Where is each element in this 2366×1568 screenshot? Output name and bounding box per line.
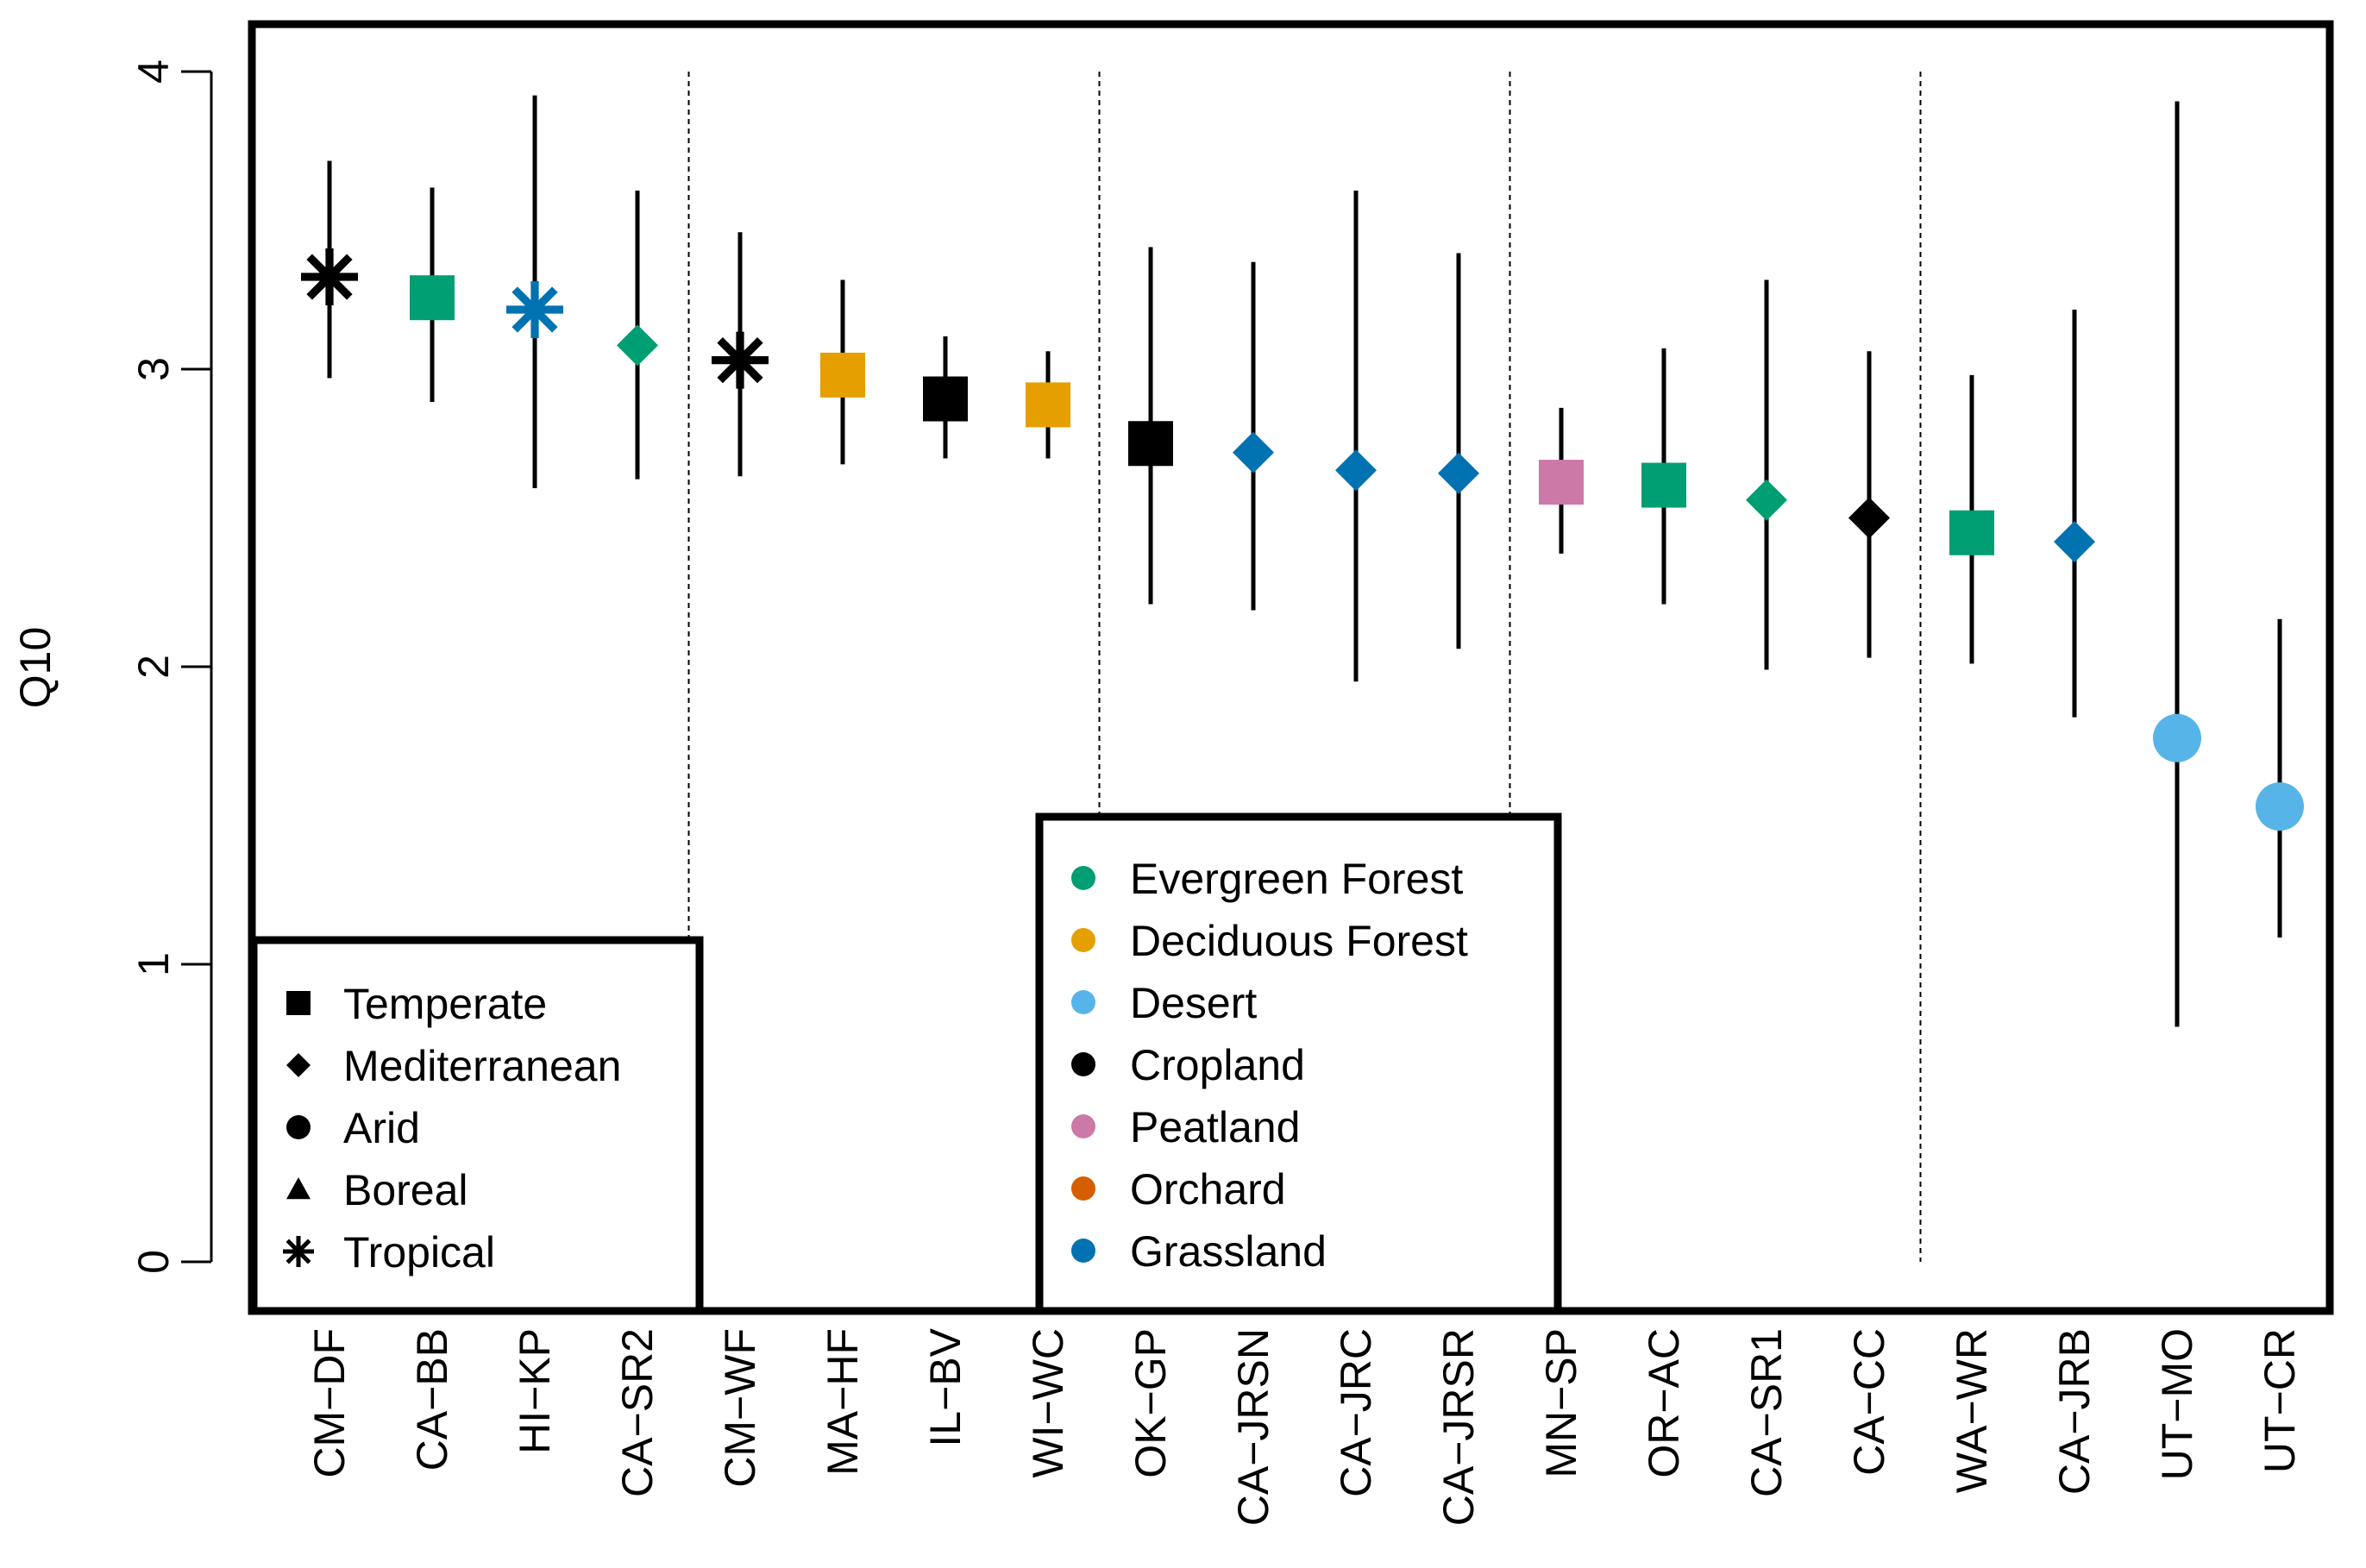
legend-land-cover-swatch: [1071, 1176, 1095, 1201]
legend-land-cover-label: Evergreen Forest: [1130, 855, 1463, 903]
y-axis-title: Q10: [11, 627, 60, 709]
data-point-square: [1641, 462, 1686, 508]
data-markers: [301, 248, 2304, 831]
legend-land-cover-swatch: [1071, 990, 1095, 1014]
x-tick-label: CM−WF: [716, 1328, 764, 1488]
legend-land-cover-label: Peatland: [1130, 1103, 1300, 1151]
x-tick-label: WI−WC: [1024, 1328, 1072, 1478]
legend-climate-label: Temperate: [343, 980, 547, 1028]
x-tick-label: CA−CC: [1845, 1328, 1893, 1476]
legend-climate: Temperate Mediterranean Arid Boreal Tropical: [249, 936, 704, 1315]
data-point-diamond: [1848, 497, 1890, 539]
legend-climate-symbol: [286, 991, 311, 1015]
legend-climate-symbol: [283, 1236, 314, 1267]
legend-land-cover-swatch: [1071, 1239, 1095, 1263]
x-tick-label: CA−SR2: [613, 1328, 662, 1497]
x-tick-label: MA−HF: [819, 1328, 867, 1476]
legend-land-cover-label: Desert: [1130, 979, 1257, 1027]
x-tick-label: OK−GP: [1127, 1328, 1175, 1478]
x-tick-label: CA−JRB: [2050, 1328, 2099, 1495]
x-tick-label: CM−DF: [305, 1328, 354, 1478]
legend-land-cover-label: Grassland: [1130, 1227, 1327, 1276]
data-point-circle: [2256, 782, 2304, 831]
legend-climate-symbol: [286, 1115, 311, 1139]
data-point-asterisk: [301, 248, 358, 306]
data-point-diamond: [2054, 521, 2095, 563]
legend-land-cover-swatch: [1071, 1052, 1095, 1076]
data-point-square: [1949, 510, 1994, 555]
x-tick-label: UT−CR: [2256, 1328, 2304, 1473]
y-tick-label: 4: [129, 60, 178, 84]
legend-land-cover-swatch: [1071, 866, 1095, 890]
data-point-diamond: [1438, 452, 1479, 494]
legend-land-cover-label: Deciduous Forest: [1130, 917, 1468, 965]
x-tick-label: MN−SP: [1537, 1328, 1585, 1478]
x-tick-label: CA−JRSN: [1229, 1328, 1277, 1526]
x-axis-labels: CM−DF CA−BB HI−KP CA−SR2 CM−WF MA−HF IL−BV WI−W…: [305, 1327, 2304, 1526]
legend-climate-box: [249, 936, 704, 1315]
x-tick-label: CA−JRC: [1332, 1328, 1380, 1497]
y-tick-label: 3: [129, 357, 178, 381]
legend-climate-symbol: [286, 1053, 311, 1077]
y-tick-label: 1: [129, 952, 178, 976]
y-tick-label: 2: [129, 655, 178, 679]
x-tick-label: CA−BB: [408, 1328, 456, 1471]
x-tick-label: IL−BV: [921, 1327, 970, 1446]
legend-land-cover-box: [1035, 812, 1562, 1315]
legend-climate-symbol: [286, 1177, 311, 1200]
x-tick-label: WA−WR: [1948, 1328, 1996, 1493]
legend-land-cover-swatch: [1071, 928, 1095, 952]
legend-climate-label: Arid: [343, 1104, 420, 1152]
data-point-circle: [2153, 713, 2201, 762]
data-point-square: [820, 352, 865, 398]
x-tick-label: HI−KP: [511, 1328, 559, 1454]
data-point-square: [1026, 382, 1070, 428]
data-point-square: [923, 376, 968, 422]
data-point-diamond: [1233, 431, 1274, 474]
y-tick-label: 0: [129, 1250, 178, 1274]
data-point-asterisk: [506, 281, 563, 338]
data-point-diamond: [617, 324, 658, 367]
data-point-square: [1128, 421, 1173, 467]
x-tick-label: OR−AC: [1640, 1328, 1688, 1478]
legend-climate-label: Boreal: [343, 1166, 468, 1214]
legend-climate-label: Mediterranean: [343, 1042, 621, 1090]
data-point-diamond: [1335, 449, 1377, 492]
data-point-square: [1539, 460, 1584, 505]
y-axis: 0 1 2 3 4: [129, 60, 213, 1274]
legend-land-cover: Evergreen Forest Deciduous Forest Desert Cr…: [1035, 812, 1562, 1315]
data-point-square: [410, 275, 455, 321]
data-point-asterisk: [712, 331, 769, 389]
legend-land-cover-swatch: [1071, 1114, 1095, 1138]
x-tick-label: CA−JRSR: [1434, 1328, 1483, 1526]
legend-climate-label: Tropical: [343, 1228, 495, 1276]
legend-land-cover-label: Orchard: [1130, 1165, 1286, 1214]
data-point-diamond: [1746, 479, 1787, 521]
x-tick-label: CA−SR1: [1742, 1328, 1791, 1497]
x-tick-label: UT−MO: [2153, 1328, 2201, 1480]
legend-land-cover-label: Cropland: [1130, 1041, 1305, 1089]
